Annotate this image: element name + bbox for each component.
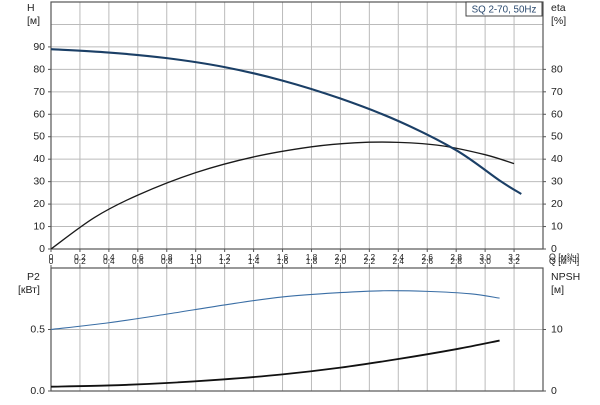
svg-text:[м]: [м]	[27, 15, 40, 27]
svg-text:0,2: 0,2	[74, 256, 86, 266]
svg-text:80: 80	[551, 63, 563, 75]
svg-text:10: 10	[551, 324, 563, 336]
svg-text:50: 50	[33, 131, 45, 143]
svg-text:40: 40	[33, 153, 45, 165]
svg-text:0: 0	[39, 243, 45, 255]
svg-text:2,8: 2,8	[450, 256, 462, 266]
svg-text:1,0: 1,0	[190, 256, 202, 266]
svg-text:90: 90	[33, 41, 45, 53]
svg-text:2,2: 2,2	[364, 256, 376, 266]
svg-text:[м]: [м]	[551, 284, 564, 296]
svg-text:1,6: 1,6	[277, 256, 289, 266]
svg-text:70: 70	[33, 86, 45, 98]
svg-text:30: 30	[551, 176, 563, 188]
svg-text:[кВт]: [кВт]	[18, 284, 40, 296]
svg-text:P2: P2	[27, 271, 40, 283]
svg-text:eta: eta	[551, 2, 566, 14]
svg-text:0,6: 0,6	[132, 256, 144, 266]
svg-text:50: 50	[551, 131, 563, 143]
svg-text:0: 0	[551, 385, 557, 397]
svg-text:1,2: 1,2	[219, 256, 231, 266]
svg-text:20: 20	[551, 198, 563, 210]
svg-text:Q [м³/ч]: Q [м³/ч]	[549, 256, 579, 266]
svg-text:0.5: 0.5	[30, 324, 45, 336]
svg-text:20: 20	[33, 198, 45, 210]
svg-text:80: 80	[33, 63, 45, 75]
svg-text:10: 10	[551, 221, 563, 233]
svg-text:H: H	[27, 2, 35, 14]
svg-text:0,4: 0,4	[103, 256, 115, 266]
svg-text:1,4: 1,4	[248, 256, 260, 266]
svg-text:0.0: 0.0	[30, 385, 45, 397]
svg-text:3,2: 3,2	[508, 256, 520, 266]
svg-text:0,8: 0,8	[161, 256, 173, 266]
svg-text:NPSH: NPSH	[551, 271, 580, 283]
svg-text:SQ 2-70, 50Hz: SQ 2-70, 50Hz	[472, 5, 537, 16]
svg-text:2,0: 2,0	[335, 256, 347, 266]
svg-text:0: 0	[49, 256, 54, 266]
svg-text:60: 60	[33, 108, 45, 120]
svg-text:70: 70	[551, 86, 563, 98]
svg-text:2,6: 2,6	[421, 256, 433, 266]
svg-text:3,0: 3,0	[479, 256, 491, 266]
svg-text:2,4: 2,4	[393, 256, 405, 266]
svg-text:40: 40	[551, 153, 563, 165]
svg-text:30: 30	[33, 176, 45, 188]
svg-text:10: 10	[33, 221, 45, 233]
svg-text:1,8: 1,8	[306, 256, 318, 266]
svg-text:60: 60	[551, 108, 563, 120]
svg-text:[%]: [%]	[551, 15, 566, 27]
